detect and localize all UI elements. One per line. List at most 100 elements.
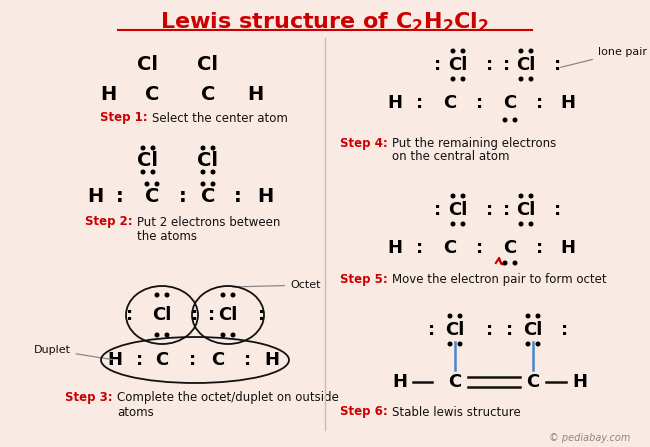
Circle shape xyxy=(451,222,455,226)
Text: C: C xyxy=(145,85,159,105)
Text: © pediabay.com: © pediabay.com xyxy=(549,433,630,443)
Text: Put the remaining electrons: Put the remaining electrons xyxy=(392,136,556,149)
Text: Cl: Cl xyxy=(523,321,543,339)
Text: H: H xyxy=(560,239,575,257)
Text: H: H xyxy=(387,94,402,112)
Text: Select the center atom: Select the center atom xyxy=(152,111,288,125)
Circle shape xyxy=(519,77,523,81)
Circle shape xyxy=(462,77,465,81)
Text: Move the electron pair to form octet: Move the electron pair to form octet xyxy=(392,274,606,287)
Circle shape xyxy=(165,333,169,337)
Text: atoms: atoms xyxy=(117,405,154,418)
Text: :: : xyxy=(192,306,198,324)
Circle shape xyxy=(451,77,455,81)
Circle shape xyxy=(231,293,235,297)
Circle shape xyxy=(462,49,465,53)
Text: :: : xyxy=(504,56,510,74)
Text: H: H xyxy=(573,373,588,391)
Circle shape xyxy=(221,293,225,297)
Text: the atoms: the atoms xyxy=(137,229,197,243)
Text: Duplet: Duplet xyxy=(34,345,112,359)
Text: lone pair: lone pair xyxy=(561,47,647,67)
Text: :: : xyxy=(417,239,424,257)
Text: :: : xyxy=(136,351,144,369)
Text: Put 2 electrons between: Put 2 electrons between xyxy=(137,215,280,228)
Circle shape xyxy=(165,293,169,297)
Circle shape xyxy=(211,146,214,150)
Circle shape xyxy=(529,49,533,53)
Text: Step 6:: Step 6: xyxy=(340,405,388,418)
Text: H: H xyxy=(560,94,575,112)
Circle shape xyxy=(451,49,455,53)
Circle shape xyxy=(529,222,533,226)
Text: C: C xyxy=(201,186,215,206)
Circle shape xyxy=(451,194,455,198)
Text: Stable lewis structure: Stable lewis structure xyxy=(392,405,521,418)
Circle shape xyxy=(221,333,225,337)
Circle shape xyxy=(458,342,462,346)
Text: Step 5:: Step 5: xyxy=(340,274,388,287)
Circle shape xyxy=(448,342,452,346)
Circle shape xyxy=(503,118,507,122)
Text: Cl: Cl xyxy=(198,151,218,169)
Circle shape xyxy=(155,182,159,186)
Text: C: C xyxy=(155,351,168,369)
Circle shape xyxy=(529,194,533,198)
Text: Lewis structure of $\mathbf{C_2H_2Cl_2}$: Lewis structure of $\mathbf{C_2H_2Cl_2}$ xyxy=(161,10,489,34)
Circle shape xyxy=(151,146,155,150)
Circle shape xyxy=(536,314,540,318)
Text: :: : xyxy=(486,56,493,74)
Text: H: H xyxy=(393,373,408,391)
Circle shape xyxy=(503,261,507,265)
Text: Step 3:: Step 3: xyxy=(65,392,112,405)
Circle shape xyxy=(202,146,205,150)
Circle shape xyxy=(202,182,205,186)
Text: :: : xyxy=(506,321,514,339)
Text: :: : xyxy=(179,186,187,206)
Text: :: : xyxy=(428,321,436,339)
Text: :: : xyxy=(116,186,124,206)
Circle shape xyxy=(141,170,145,174)
Text: Cl: Cl xyxy=(445,321,465,339)
Text: H: H xyxy=(387,239,402,257)
Circle shape xyxy=(536,342,540,346)
Circle shape xyxy=(151,170,155,174)
Circle shape xyxy=(519,49,523,53)
Text: H: H xyxy=(257,186,273,206)
Text: :: : xyxy=(234,186,242,206)
Text: C: C xyxy=(201,85,215,105)
Text: :: : xyxy=(244,351,252,369)
Text: :: : xyxy=(476,94,484,112)
Text: C: C xyxy=(211,351,225,369)
Text: Step 4:: Step 4: xyxy=(340,136,388,149)
Text: Complete the octet/duplet on outside: Complete the octet/duplet on outside xyxy=(117,392,339,405)
Circle shape xyxy=(526,342,530,346)
Text: :: : xyxy=(536,94,543,112)
Text: H: H xyxy=(247,85,263,105)
Text: C: C xyxy=(145,186,159,206)
Text: :: : xyxy=(554,201,562,219)
Circle shape xyxy=(202,170,205,174)
Text: :: : xyxy=(434,201,441,219)
Text: :: : xyxy=(417,94,424,112)
Text: :: : xyxy=(476,239,484,257)
Text: :: : xyxy=(486,321,493,339)
Text: :: : xyxy=(189,351,196,369)
Text: H: H xyxy=(107,351,122,369)
Text: :: : xyxy=(259,306,266,324)
Circle shape xyxy=(155,333,159,337)
Text: :: : xyxy=(504,201,510,219)
Text: :: : xyxy=(554,56,562,74)
Circle shape xyxy=(155,293,159,297)
Circle shape xyxy=(211,182,214,186)
Circle shape xyxy=(458,314,462,318)
Text: Cl: Cl xyxy=(516,201,536,219)
Text: H: H xyxy=(87,186,103,206)
Text: :: : xyxy=(434,56,441,74)
Text: :: : xyxy=(536,239,543,257)
Text: C: C xyxy=(443,94,456,112)
Text: Cl: Cl xyxy=(138,55,159,75)
Text: C: C xyxy=(448,373,461,391)
Text: Cl: Cl xyxy=(152,306,172,324)
Text: Step 2:: Step 2: xyxy=(85,215,133,228)
